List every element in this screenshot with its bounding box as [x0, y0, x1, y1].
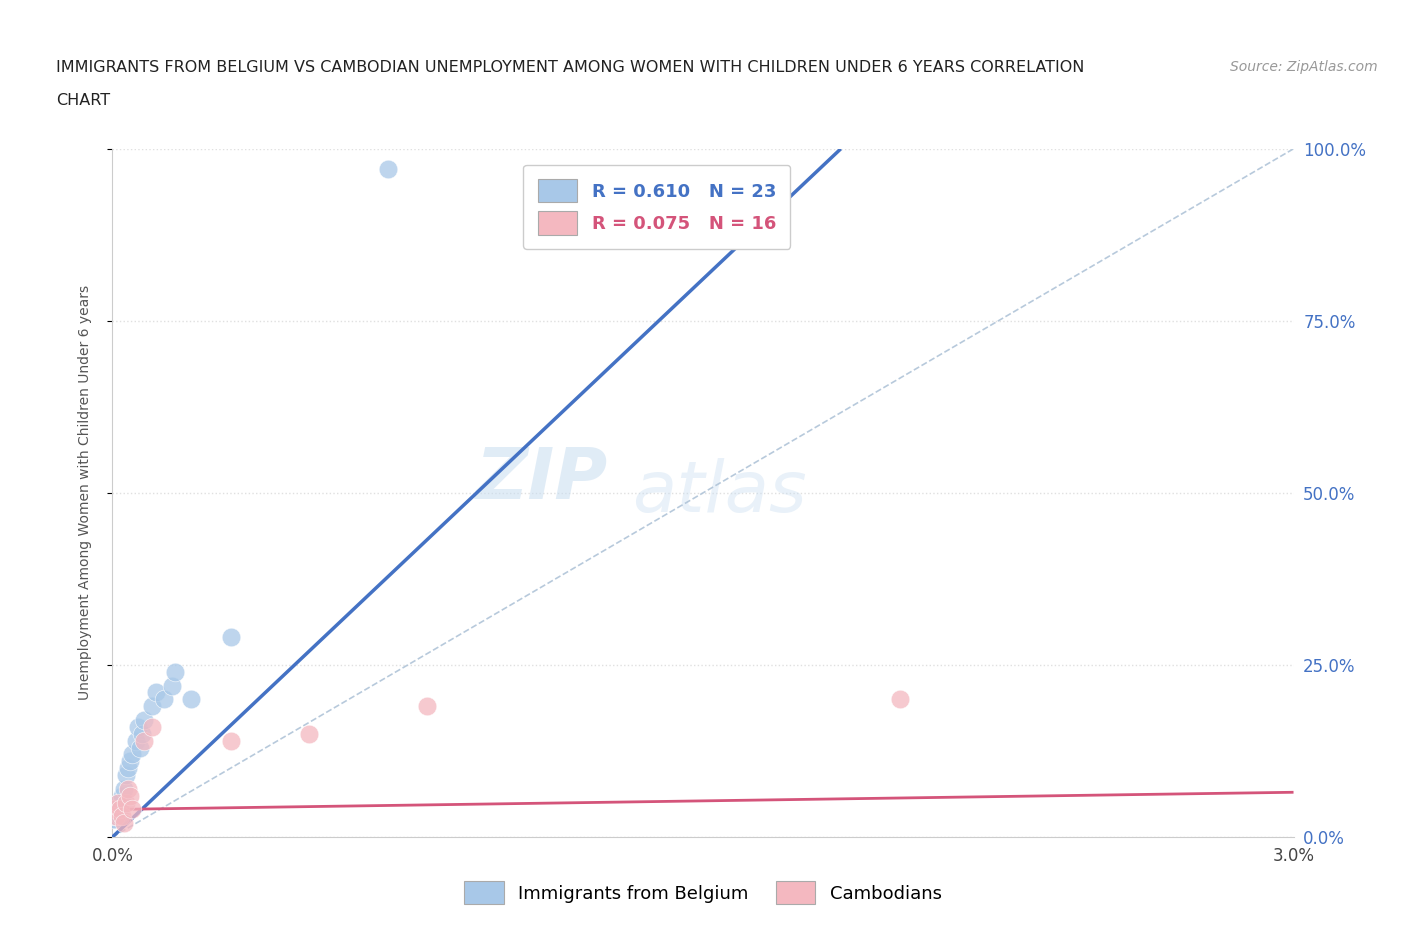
Point — [132, 712, 155, 727]
Point — [219, 630, 242, 644]
Point — [107, 795, 129, 810]
Text: Source: ZipAtlas.com: Source: ZipAtlas.com — [1230, 60, 1378, 74]
Point — [117, 761, 139, 776]
Point — [107, 795, 129, 810]
Point — [219, 733, 242, 748]
Point — [125, 733, 148, 748]
Point — [103, 809, 125, 824]
Point — [103, 809, 125, 824]
Point — [129, 740, 152, 755]
Y-axis label: Unemployment Among Women with Children Under 6 years: Unemployment Among Women with Children U… — [77, 286, 91, 700]
Point — [111, 809, 134, 824]
Point — [121, 802, 143, 817]
Point — [141, 698, 163, 713]
Point — [132, 733, 155, 748]
Point — [165, 664, 187, 679]
Point — [115, 795, 138, 810]
Point — [115, 767, 138, 782]
Point — [298, 726, 321, 741]
Point — [105, 809, 128, 824]
Point — [120, 789, 142, 804]
Point — [103, 809, 125, 824]
Point — [103, 805, 125, 820]
Point — [112, 816, 135, 830]
Point — [103, 805, 125, 820]
Legend: Immigrants from Belgium, Cambodians: Immigrants from Belgium, Cambodians — [457, 874, 949, 911]
Point — [103, 805, 125, 820]
Point — [117, 781, 139, 796]
Point — [152, 692, 174, 707]
Point — [105, 802, 128, 817]
Point — [145, 685, 167, 700]
Point — [131, 726, 153, 741]
Point — [120, 754, 142, 769]
Legend: R = 0.610   N = 23, R = 0.075   N = 16: R = 0.610 N = 23, R = 0.075 N = 16 — [523, 165, 790, 249]
Point — [141, 720, 163, 735]
Point — [103, 809, 125, 824]
Text: IMMIGRANTS FROM BELGIUM VS CAMBODIAN UNEMPLOYMENT AMONG WOMEN WITH CHILDREN UNDE: IMMIGRANTS FROM BELGIUM VS CAMBODIAN UNE… — [56, 60, 1084, 75]
Point — [110, 809, 132, 824]
Text: atlas: atlas — [633, 458, 807, 527]
Text: CHART: CHART — [56, 93, 110, 108]
Point — [160, 678, 183, 693]
Point — [111, 789, 134, 804]
Point — [121, 747, 143, 762]
Point — [110, 802, 132, 817]
Point — [377, 162, 399, 177]
Point — [103, 809, 125, 824]
Point — [112, 781, 135, 796]
Text: ZIP: ZIP — [477, 445, 609, 513]
Point — [127, 720, 149, 735]
Point — [103, 802, 125, 817]
Point — [416, 698, 439, 713]
Point — [103, 805, 125, 820]
Point — [180, 692, 202, 707]
Point — [889, 692, 911, 707]
Point — [103, 809, 125, 824]
